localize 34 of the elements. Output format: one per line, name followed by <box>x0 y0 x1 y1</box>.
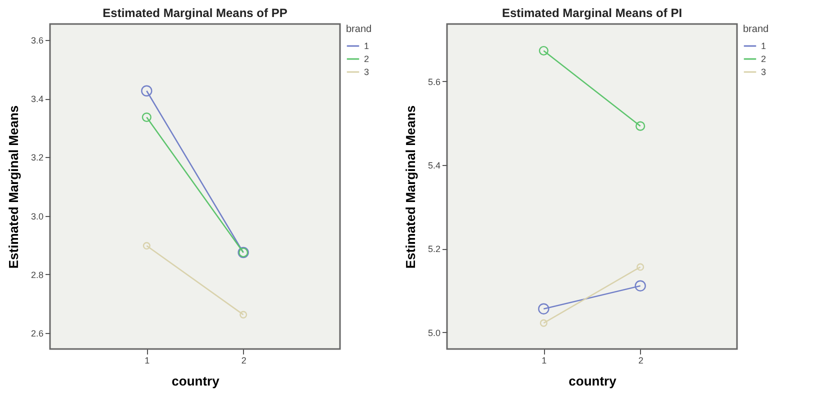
x-tick-label: 2 <box>638 356 644 366</box>
y-tick-label: 2.8 <box>30 270 44 280</box>
y-tick-label: 5.2 <box>428 244 440 254</box>
y-axis-title: Estimated Marginal Means <box>6 105 21 269</box>
point <box>634 280 646 292</box>
y-tick-label: 3.2 <box>30 152 44 163</box>
x-tick-label: 2 <box>241 356 246 366</box>
y-axis-title: Estimated Marginal Means <box>402 105 418 269</box>
legend-label: 2 <box>364 54 370 64</box>
point <box>141 85 152 96</box>
y-tick-label: 3.6 <box>30 35 44 46</box>
legend-label: 3 <box>364 67 370 77</box>
point <box>538 46 548 56</box>
y-tick-label: 3.4 <box>30 94 44 104</box>
x-axis-title: country <box>172 374 220 388</box>
legend-title: brand <box>743 24 769 35</box>
y-tick-label: 5.4 <box>428 160 440 170</box>
point <box>636 121 646 131</box>
chart-title: Estimated Marginal Means of PP <box>102 6 288 20</box>
legend-label: 1 <box>364 41 370 51</box>
legend-label: 3 <box>761 67 766 77</box>
legend-title: brand <box>346 24 372 35</box>
y-tick-label: 5.0 <box>428 328 440 338</box>
y-tick-label: 2.6 <box>30 328 44 339</box>
y-tick-label: 3.0 <box>30 211 44 222</box>
y-tick-label: 5.6 <box>428 76 440 87</box>
point <box>142 112 152 122</box>
point <box>538 303 550 314</box>
legend-label: 2 <box>761 54 766 64</box>
x-tick-label: 1 <box>144 356 150 366</box>
legend-label: 1 <box>761 41 766 51</box>
x-axis-title: country <box>568 374 618 388</box>
x-tick-label: 1 <box>542 356 547 366</box>
chart-title: Estimated Marginal Means of PI <box>502 6 682 20</box>
